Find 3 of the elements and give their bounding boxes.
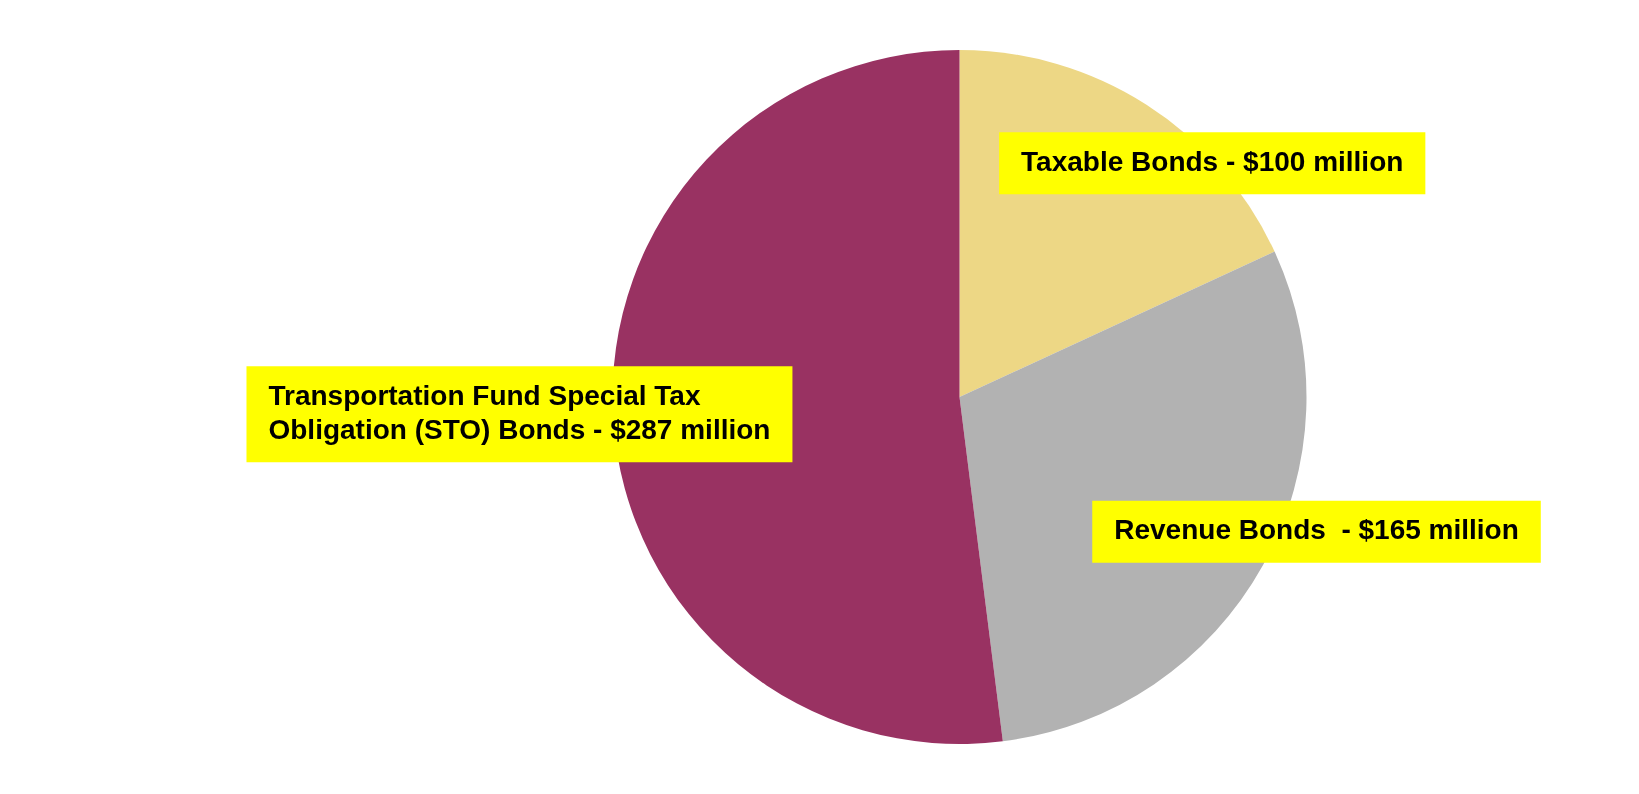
slice-label: Transportation Fund Special Tax Obligation (STO) Bonds - $287 million <box>268 380 771 446</box>
slice-label: Revenue Bonds - $165 million <box>1114 514 1519 546</box>
slice-label: Taxable Bonds - $100 million <box>1021 145 1404 177</box>
